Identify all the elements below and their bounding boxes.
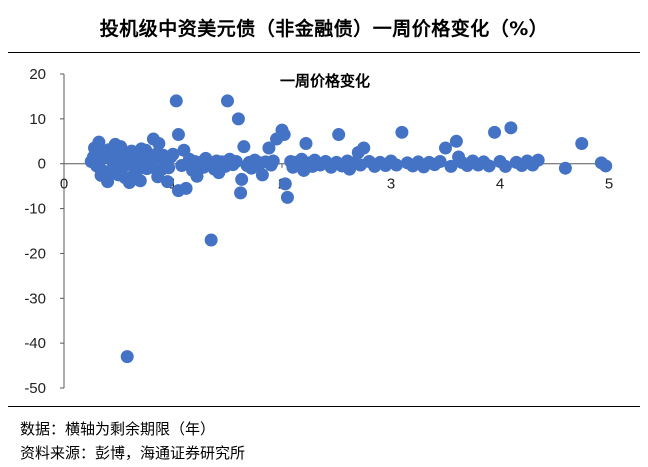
data-point	[102, 143, 116, 157]
data-point	[266, 154, 280, 168]
data-point	[113, 146, 127, 160]
data-point	[278, 177, 292, 191]
data-point	[444, 159, 458, 173]
data-point	[156, 148, 170, 162]
data-point	[161, 175, 175, 189]
y-tick-label: -10	[24, 201, 46, 218]
data-point	[171, 184, 185, 198]
data-point	[395, 125, 409, 139]
figure-title: 投机级中资美元债（非金融债）一周价格变化（%）	[99, 18, 549, 40]
data-point	[86, 150, 100, 164]
data-point	[221, 94, 234, 108]
data-point	[123, 152, 137, 166]
y-tick-label: -40	[24, 335, 46, 352]
data-point	[433, 154, 447, 168]
data-point	[558, 161, 572, 175]
data-point	[389, 158, 403, 172]
data-point	[449, 134, 463, 148]
data-point	[129, 166, 143, 180]
data-point	[118, 171, 132, 185]
chart-points	[84, 94, 613, 364]
x-tick-label: 0	[60, 176, 68, 193]
data-point	[439, 141, 452, 155]
data-point	[280, 190, 294, 204]
data-point	[262, 141, 276, 155]
data-point	[234, 186, 248, 200]
data-point	[498, 159, 512, 173]
data-point	[277, 128, 291, 142]
data-point	[235, 172, 249, 186]
data-point	[357, 141, 371, 155]
y-tick-label: -20	[24, 245, 46, 262]
data-note: 数据：横轴为剩余期限（年）	[20, 420, 216, 438]
y-tick-label: -30	[24, 290, 46, 307]
chart-title: 一周价格变化	[280, 72, 370, 90]
data-point	[94, 168, 108, 182]
y-tick-label: -50	[24, 380, 46, 397]
data-point	[255, 168, 269, 182]
data-point	[190, 169, 204, 183]
data-point	[152, 137, 166, 151]
data-point	[237, 140, 251, 154]
data-point	[171, 128, 185, 142]
data-point	[162, 161, 176, 175]
data-point	[92, 135, 106, 149]
top-rule	[8, 52, 640, 53]
data-point	[299, 137, 313, 151]
data-point	[204, 233, 218, 247]
data-point	[145, 154, 159, 168]
data-point	[166, 147, 180, 161]
data-point	[107, 163, 121, 177]
source-note: 资料来源：彭博，海通证券研究所	[20, 444, 246, 462]
x-tick-label: 4	[496, 176, 504, 193]
data-point	[482, 159, 496, 173]
data-point	[599, 159, 613, 173]
data-point	[531, 153, 545, 167]
data-point	[134, 142, 148, 156]
data-point	[175, 159, 189, 173]
data-point	[120, 350, 134, 364]
bottom-rule	[8, 406, 640, 407]
data-point	[488, 125, 502, 139]
data-point	[504, 121, 518, 135]
x-tick-label: 5	[605, 176, 613, 193]
data-point	[151, 170, 165, 184]
data-point	[575, 137, 589, 151]
y-tick-label: 10	[29, 111, 46, 128]
data-point	[231, 112, 245, 126]
data-point	[169, 94, 183, 108]
y-tick-label: 20	[29, 66, 46, 83]
y-tick-label: 0	[38, 156, 46, 173]
data-point	[229, 154, 243, 168]
x-tick-label: 3	[387, 176, 395, 193]
data-point	[332, 128, 346, 142]
